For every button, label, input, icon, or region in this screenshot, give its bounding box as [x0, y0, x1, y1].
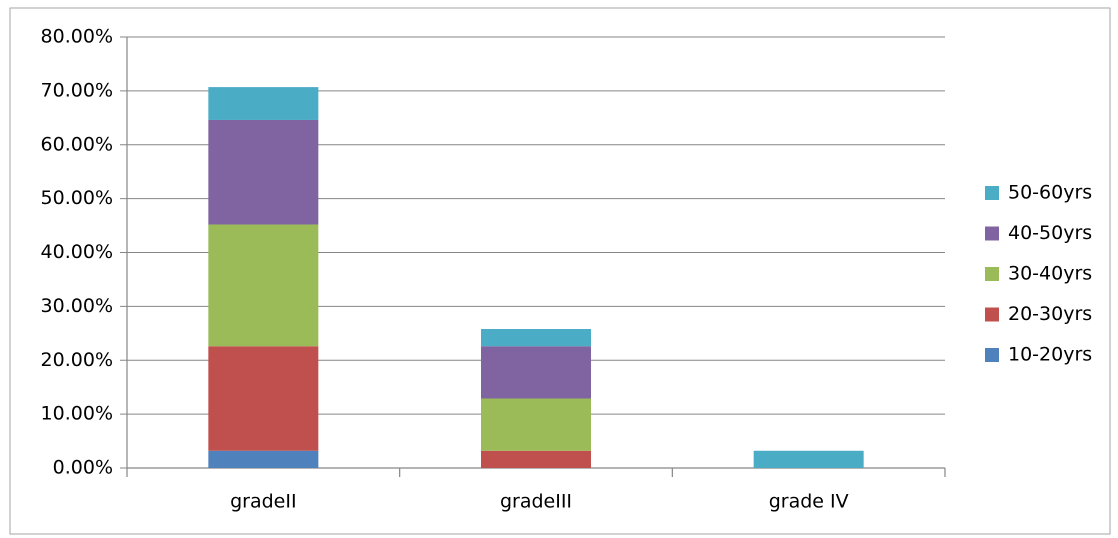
- y-tick-label: 70.00%: [41, 79, 113, 101]
- legend-swatch: [985, 186, 999, 200]
- y-tick-label: 30.00%: [41, 295, 113, 317]
- x-tick-label: gradeII: [230, 491, 296, 513]
- legend-label: 20-30yrs: [1008, 303, 1092, 325]
- bar-segment: [481, 329, 591, 347]
- legend-label: 50-60yrs: [1008, 182, 1092, 204]
- y-tick-label: 40.00%: [41, 241, 113, 263]
- bar-segment: [753, 450, 864, 468]
- bar-segment: [208, 450, 319, 468]
- bar-segment: [481, 398, 591, 451]
- legend-label: 10-20yrs: [1008, 344, 1092, 366]
- bar-segment: [481, 450, 591, 468]
- bar-segment: [208, 224, 319, 347]
- y-tick-label: 50.00%: [41, 187, 113, 209]
- bar-segment: [208, 346, 319, 451]
- bar-segment: [481, 346, 591, 399]
- legend-swatch: [985, 267, 999, 281]
- legend-swatch: [985, 226, 999, 241]
- x-tick-label: grade IV: [769, 491, 849, 513]
- y-tick-label: 60.00%: [41, 133, 113, 155]
- y-tick-label: 0.00%: [53, 457, 113, 479]
- y-tick-label: 20.00%: [41, 349, 113, 371]
- legend-label: 40-50yrs: [1008, 222, 1092, 244]
- x-tick-label: gradeIII: [500, 491, 572, 513]
- legend-swatch: [985, 348, 999, 362]
- chart-frame: [9, 7, 1111, 535]
- bar-segment: [208, 119, 319, 225]
- y-tick-label: 80.00%: [41, 26, 113, 48]
- legend-swatch: [985, 307, 999, 322]
- bar-segment: [208, 87, 319, 120]
- y-tick-label: 10.00%: [41, 403, 113, 425]
- legend-label: 30-40yrs: [1008, 263, 1092, 285]
